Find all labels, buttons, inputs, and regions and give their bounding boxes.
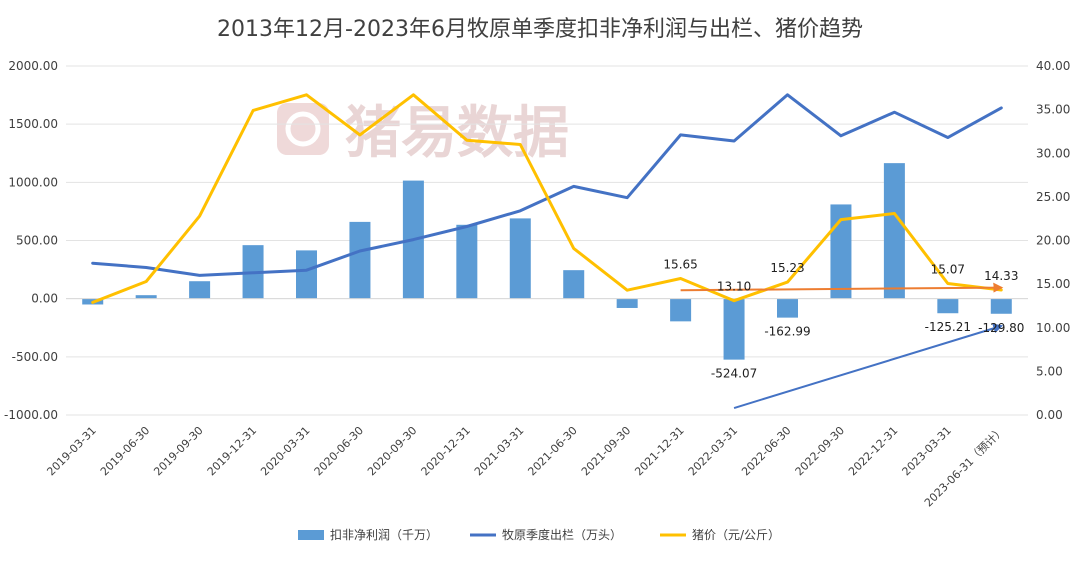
left-axis-tick-label: 0.00 [31,292,58,306]
right-axis-tick-label: 30.00 [1036,146,1070,160]
legend-label: 猪价（元/公斤） [692,528,780,542]
left-axis-tick-label: -500.00 [12,350,58,364]
bar [937,298,959,314]
bar [563,270,585,299]
right-axis-tick-label: 25.00 [1036,190,1070,204]
left-axis-tick-label: 2000.00 [8,59,58,73]
right-axis-tick-label: 20.00 [1036,234,1070,248]
bar [135,295,157,299]
right-axis-tick-label: 10.00 [1036,321,1070,335]
series-line [91,93,1003,304]
data-label: 15.07 [931,263,965,277]
bar [883,163,905,299]
annotation-arrows [680,282,1004,409]
legend-swatch [298,530,324,540]
legend-label: 牧原季度出栏（万头） [502,527,622,542]
bar [616,298,638,308]
bar [296,250,317,299]
right-axis-tick-label: 5.00 [1036,364,1063,378]
bar [509,218,531,299]
bar [723,298,745,360]
legend: 扣非净利润（千万） 牧原季度出栏（万头） 猪价（元/公斤） [298,527,780,542]
annotation-arrow [680,282,1004,293]
right-axis-tick-label: 35.00 [1036,103,1070,117]
bar-series [82,163,1012,360]
right-axis-ticks: 0.00 5.00 10.00 15.00 20.00 25.00 30.00 35.00 40… [1036,59,1070,422]
right-axis-tick-label: 0.00 [1036,408,1063,422]
data-label: 15.23 [770,261,804,275]
bar [189,281,211,299]
left-axis-tick-label: -1000.00 [4,408,58,422]
line-series [91,93,1003,304]
right-axis-tick-label: 15.00 [1036,277,1070,291]
chart-title: 2013年12月-2023年6月牧原单季度扣非净利润与出栏、猪价趋势 [217,17,863,42]
left-axis-tick-label: 500.00 [16,234,58,248]
bar [456,224,478,299]
legend-label: 扣非净利润（千万） [330,528,438,542]
bar [990,298,1012,314]
right-axis-tick-label: 40.00 [1036,59,1070,73]
data-labels: 15.65 13.10 15.23 15.07 14.33 -524.07 -162.99 -… [663,257,1024,380]
watermark-logo-ring [285,111,321,147]
data-label: 14.33 [984,269,1018,283]
left-axis-ticks: -1000.00 -500.00 0.00 500.00 1000.00 1500.00 2… [4,59,58,422]
data-label: 13.10 [717,280,751,294]
data-label: 15.65 [663,257,697,271]
data-label: -129.80 [978,321,1024,335]
data-label: -524.07 [711,367,757,381]
watermark-logo [277,103,329,155]
bar [777,298,798,318]
left-axis-tick-label: 1000.00 [8,175,58,189]
annotation-arrow [733,323,1004,409]
bar [670,298,692,322]
left-axis-tick-label: 1500.00 [8,117,58,131]
data-label: -162.99 [764,325,810,339]
data-label: -125.21 [925,320,971,334]
bar [349,221,371,299]
